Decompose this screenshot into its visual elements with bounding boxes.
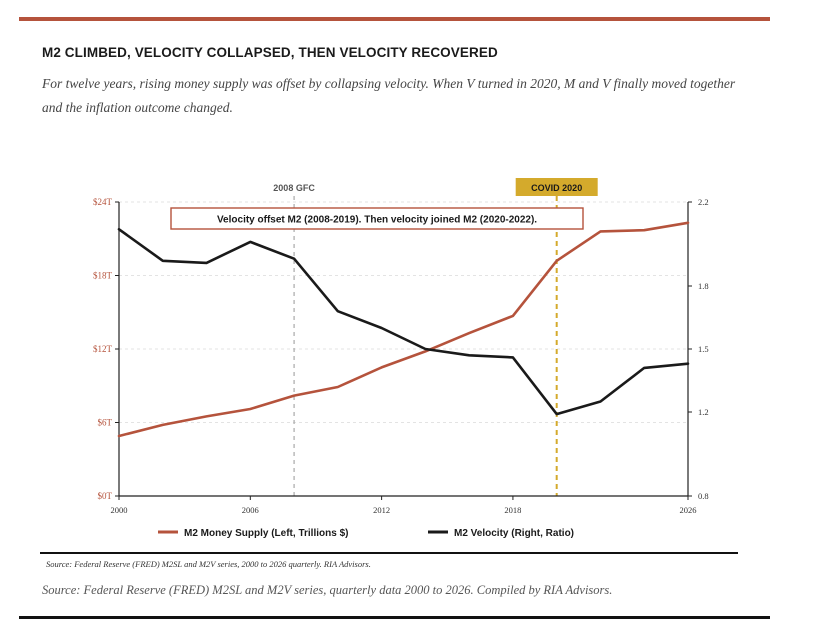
covid-label: COVID 2020: [531, 183, 582, 193]
axes: $0T $6T $12T $18T $24T 0.8 1.2 1.5 1.8 2.2 2000 200…: [93, 197, 709, 515]
x-tick-label: 2012: [373, 505, 390, 515]
top-accent-rule: [19, 17, 770, 21]
x-tick-label: 2006: [242, 505, 259, 515]
right-tick-label: 2.2: [698, 197, 709, 207]
left-tick-label: $0T: [98, 491, 113, 501]
right-tick-label: 1.2: [698, 407, 709, 417]
m2-velocity-line: [117, 228, 690, 416]
callout-text: Velocity offset M2 (2008-2019). Then vel…: [217, 215, 537, 226]
bottom-rule: [19, 616, 770, 619]
legend: M2 Money Supply (Left, Trillions $) M2 Ve…: [158, 528, 574, 539]
legend-velocity-label: M2 Velocity (Right, Ratio): [454, 528, 574, 539]
left-tick-label: $6T: [98, 418, 113, 428]
x-tick-label: 2026: [680, 505, 697, 515]
right-tick-label: 0.8: [698, 491, 709, 501]
source-note-small: Source: Federal Reserve (FRED) M2SL and …: [46, 559, 371, 569]
x-tick-label: 2018: [504, 505, 521, 515]
x-tick-label: 2000: [111, 505, 128, 515]
series: [117, 221, 690, 438]
source-rule: [40, 552, 738, 554]
covid-label-box: [515, 178, 598, 196]
callout-box: [170, 207, 584, 230]
right-tick-label: 1.8: [698, 281, 709, 291]
m2-money-supply-line: [117, 221, 690, 438]
gfc-label: 2008 GFC: [273, 183, 315, 193]
left-tick-label: $24T: [93, 197, 113, 207]
source-note: Source: Federal Reserve (FRED) M2SL and …: [42, 583, 613, 597]
article-panel: [19, 0, 770, 640]
left-tick-label: $18T: [93, 271, 113, 281]
left-tick-label: $12T: [93, 344, 113, 354]
event-markers: 2008 GFC COVID 2020: [273, 178, 598, 496]
legend-m2-label: M2 Money Supply (Left, Trillions $): [184, 528, 348, 539]
grid: [119, 201, 688, 423]
callout: Velocity offset M2 (2008-2019). Then vel…: [170, 207, 584, 230]
chart-title: M2 CLIMBED, VELOCITY COLLAPSED, THEN VEL…: [42, 45, 498, 60]
chart-subtitle: For twelve years, rising money supply wa…: [42, 76, 736, 115]
right-tick-label: 1.5: [698, 344, 709, 354]
